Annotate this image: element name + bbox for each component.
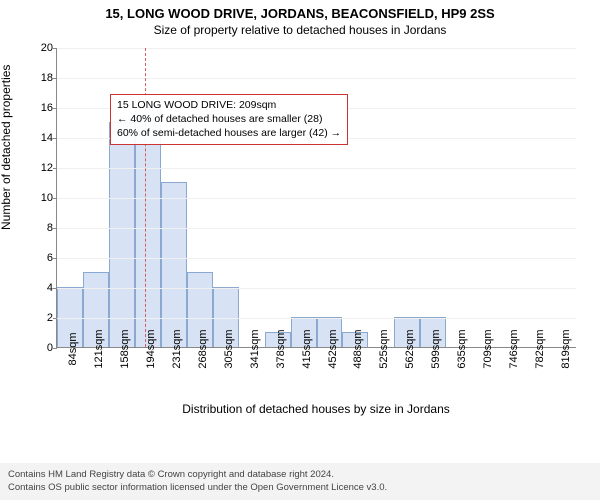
x-tick-label: 525sqm xyxy=(378,325,390,368)
x-tick-label: 819sqm xyxy=(560,325,572,368)
y-tick-label: 12 xyxy=(27,162,53,174)
y-tick-mark xyxy=(53,228,57,229)
x-tick-label: 158sqm xyxy=(119,325,131,368)
annotation-line-1: 15 LONG WOOD DRIVE: 209sqm xyxy=(117,98,341,112)
gridline xyxy=(57,168,576,169)
footer: Contains HM Land Registry data © Crown c… xyxy=(0,463,600,500)
gridline xyxy=(57,228,576,229)
footer-line-1: Contains HM Land Registry data © Crown c… xyxy=(8,469,592,481)
x-tick-label: 599sqm xyxy=(430,325,442,368)
plot-area: 84sqm121sqm158sqm194sqm231sqm268sqm305sq… xyxy=(56,48,576,348)
annotation-line-2: ← 40% of detached houses are smaller (28… xyxy=(117,112,341,126)
y-tick-label: 0 xyxy=(27,342,53,354)
x-tick-label: 746sqm xyxy=(508,325,520,368)
x-tick-label: 268sqm xyxy=(197,325,209,368)
y-tick-mark xyxy=(53,258,57,259)
x-tick-label: 194sqm xyxy=(145,325,157,368)
y-tick-mark xyxy=(53,48,57,49)
chart-container: Number of detached properties 84sqm121sq… xyxy=(0,40,600,420)
y-tick-mark xyxy=(53,348,57,349)
y-tick-mark xyxy=(53,318,57,319)
y-tick-mark xyxy=(53,138,57,139)
x-axis-label: Distribution of detached houses by size … xyxy=(56,402,576,416)
x-tick-label: 709sqm xyxy=(482,325,494,368)
gridline xyxy=(57,198,576,199)
y-tick-label: 8 xyxy=(27,222,53,234)
page-title: 15, LONG WOOD DRIVE, JORDANS, BEACONSFIE… xyxy=(0,0,600,21)
x-tick-label: 452sqm xyxy=(327,325,339,368)
y-tick-mark xyxy=(53,288,57,289)
y-tick-mark xyxy=(53,108,57,109)
x-tick-label: 488sqm xyxy=(352,325,364,368)
bar xyxy=(161,182,187,347)
y-tick-mark xyxy=(53,168,57,169)
x-tick-label: 415sqm xyxy=(301,325,313,368)
annotation-line-3: 60% of semi-detached houses are larger (… xyxy=(117,126,341,140)
y-tick-label: 16 xyxy=(27,102,53,114)
y-tick-label: 10 xyxy=(27,192,53,204)
annotation-box: 15 LONG WOOD DRIVE: 209sqm ← 40% of deta… xyxy=(110,94,348,145)
gridline xyxy=(57,288,576,289)
y-axis-label: Number of detached properties xyxy=(0,65,13,230)
footer-line-2: Contains OS public sector information li… xyxy=(8,482,592,494)
y-tick-label: 2 xyxy=(27,312,53,324)
y-tick-mark xyxy=(53,198,57,199)
y-tick-label: 18 xyxy=(27,72,53,84)
x-tick-label: 378sqm xyxy=(275,325,287,368)
y-tick-label: 4 xyxy=(27,282,53,294)
bar xyxy=(109,122,135,347)
gridline xyxy=(57,258,576,259)
gridline xyxy=(57,78,576,79)
y-tick-label: 20 xyxy=(27,42,53,54)
y-tick-mark xyxy=(53,78,57,79)
page-subtitle: Size of property relative to detached ho… xyxy=(0,21,600,37)
gridline xyxy=(57,48,576,49)
x-tick-label: 782sqm xyxy=(534,325,546,368)
gridline xyxy=(57,318,576,319)
x-tick-label: 84sqm xyxy=(67,328,79,365)
x-tick-label: 341sqm xyxy=(249,325,261,368)
x-tick-label: 231sqm xyxy=(171,325,183,368)
x-tick-label: 635sqm xyxy=(456,325,468,368)
x-tick-label: 121sqm xyxy=(93,325,105,368)
x-tick-label: 562sqm xyxy=(404,325,416,368)
y-tick-label: 6 xyxy=(27,252,53,264)
marker-line xyxy=(145,48,146,347)
y-tick-label: 14 xyxy=(27,132,53,144)
x-tick-label: 305sqm xyxy=(223,325,235,368)
